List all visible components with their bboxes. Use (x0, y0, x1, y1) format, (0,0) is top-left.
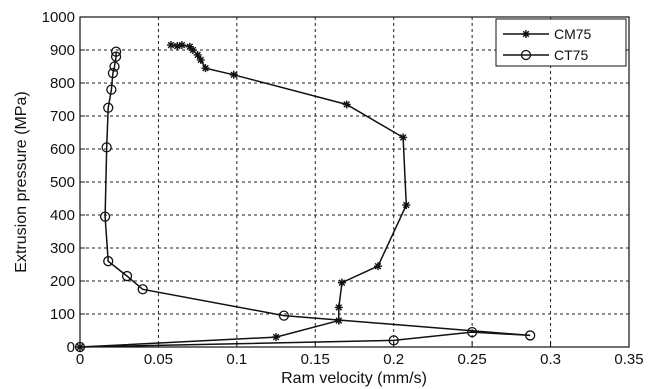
data-point-cm75 (399, 133, 408, 142)
data-point-cm75 (337, 278, 346, 287)
x-tick-label: 0.25 (458, 351, 487, 368)
data-point-cm75 (185, 42, 194, 51)
data-point-cm75 (173, 42, 182, 51)
x-tick-label: 0 (76, 351, 84, 368)
data-point-ct75 (388, 335, 399, 346)
grid (80, 17, 629, 347)
legend-marker-cm75 (522, 30, 530, 38)
legend-marker-cm75 (522, 30, 530, 38)
y-tick-label: 400 (50, 207, 75, 224)
y-tick-label: 1000 (42, 9, 75, 26)
y-tick-label: 800 (50, 75, 75, 92)
data-point-ct75 (278, 310, 290, 321)
data-point-ct75 (99, 211, 111, 222)
data-point-ct75 (137, 284, 148, 295)
series-line-ct75 (79, 51, 531, 348)
x-tick-label: 0.05 (144, 351, 173, 368)
x-tick-label: 0.1 (226, 351, 247, 368)
legend-marker-ct75 (520, 49, 532, 61)
x-tick-label: 0.3 (540, 351, 561, 368)
legend-label-ct75: CT75 (554, 47, 588, 63)
y-axis-title: Extrusion pressure (MPa) (13, 91, 30, 272)
data-point-ct75 (103, 256, 114, 267)
y-tick-label: 900 (50, 42, 75, 59)
data-point-ct75 (106, 84, 117, 95)
data-point-ct75 (101, 142, 112, 153)
data-point-cm75 (166, 41, 175, 50)
data-point-ct75 (525, 330, 536, 341)
y-tick-label: 200 (50, 273, 75, 290)
legend: CM75 CT75 (495, 18, 627, 67)
y-tick-label: 500 (50, 174, 75, 191)
x-axis-title: Ram velocity (mm/s) (281, 370, 427, 387)
data-point-ct75 (110, 46, 122, 57)
legend-box (495, 18, 627, 67)
series-layer (74, 41, 536, 353)
y-tick-label: 700 (50, 108, 75, 125)
data-point-ct75 (74, 341, 86, 353)
data-point-ct75 (110, 51, 122, 62)
data-point-cm75 (193, 50, 202, 59)
y-tick-label: 0 (67, 339, 75, 356)
legend-label-cm75: CM75 (554, 26, 592, 42)
data-point-ct75 (466, 326, 478, 338)
data-point-cm75 (272, 333, 281, 342)
y-axis-ticks: 0 100 200 300 400 500 600 700 800 900 1000 (42, 9, 85, 356)
legend-marker-ct75 (520, 49, 532, 61)
data-point-cm75 (201, 64, 210, 73)
data-point-cm75 (229, 70, 238, 79)
data-point-cm75 (402, 201, 411, 210)
data-point-ct75 (103, 102, 114, 113)
data-point-cm75 (177, 41, 186, 50)
data-point-cm75 (188, 46, 197, 54)
data-point-cm75 (374, 262, 383, 271)
data-point-cm75 (334, 303, 343, 312)
x-tick-label: 0.2 (383, 351, 404, 368)
data-point-cm75 (342, 100, 351, 109)
data-point-ct75 (109, 61, 120, 72)
x-tick-label: 0.35 (614, 351, 643, 368)
x-tick-label: 0.15 (301, 351, 330, 368)
y-tick-label: 300 (50, 240, 75, 257)
y-tick-label: 600 (50, 141, 75, 158)
data-point-cm75 (196, 55, 205, 64)
y-tick-label: 100 (50, 306, 75, 323)
data-point-ct75 (107, 67, 119, 79)
data-point-ct75 (121, 270, 133, 282)
